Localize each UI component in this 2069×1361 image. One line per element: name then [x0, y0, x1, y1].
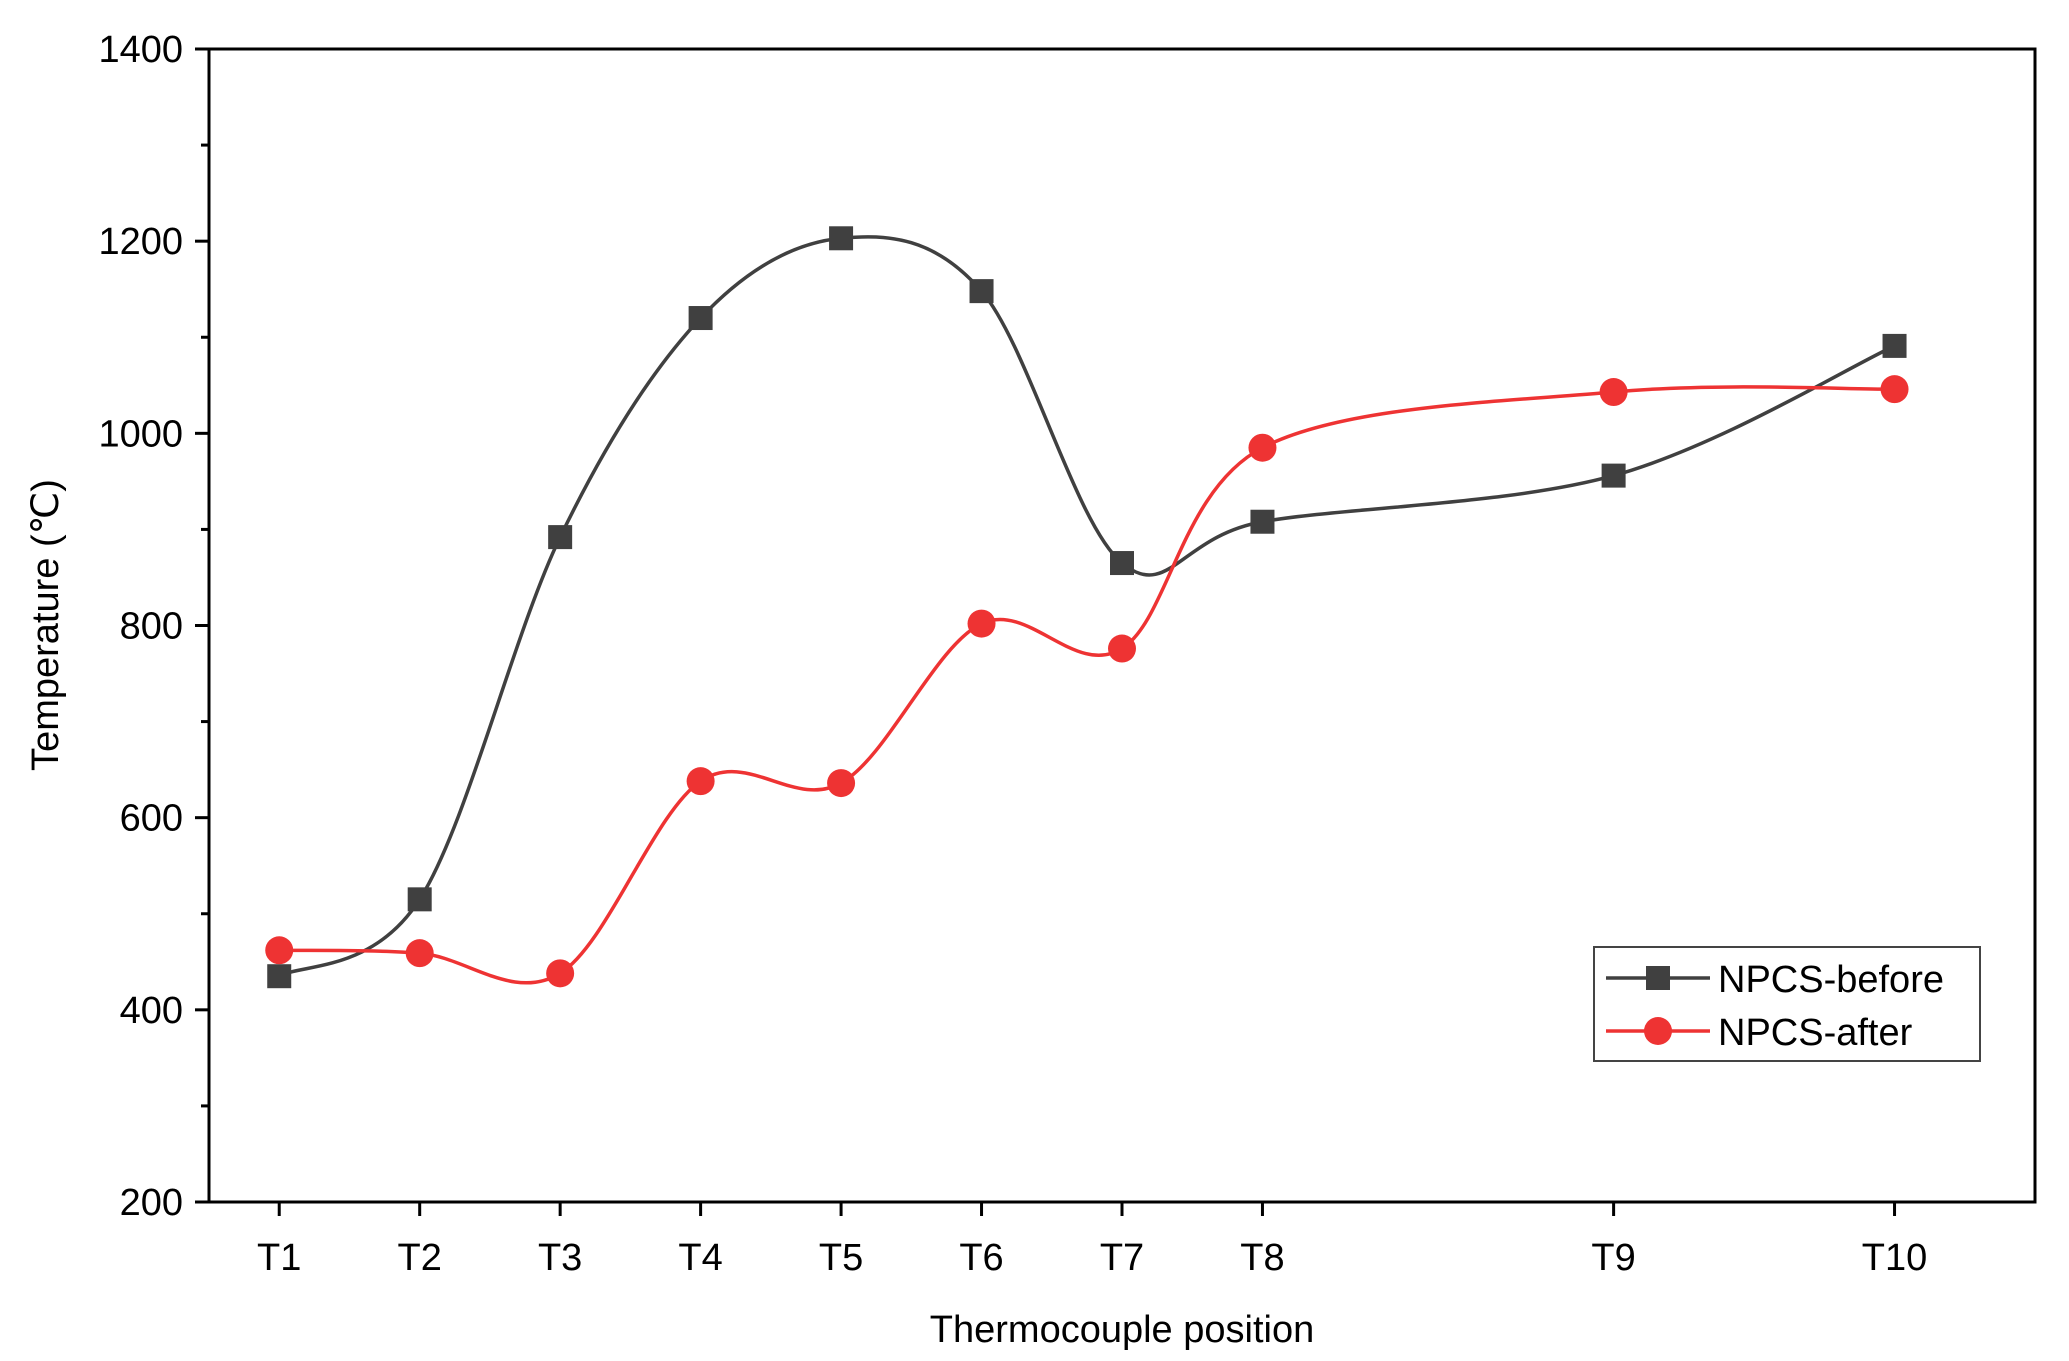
y-tick-label: 800	[120, 606, 183, 648]
data-point-npcs-before	[969, 279, 994, 304]
marks-layer	[265, 226, 1909, 989]
y-tick-label: 200	[120, 1182, 183, 1224]
axes-layer: 200 400 600 800 1000 1200 1400 T1 T2 T3 T4 T5 T6 T7 T8…	[98, 29, 1927, 1279]
x-tick-label: T5	[819, 1237, 863, 1279]
series-line-npcs-before	[278, 235, 1896, 978]
x-tick-label: T4	[678, 1237, 722, 1279]
y-tick-label: 1000	[98, 413, 183, 455]
x-tick-label: T2	[398, 1237, 442, 1279]
y-tick-label: 600	[120, 798, 183, 840]
data-point-npcs-after	[265, 936, 294, 965]
legend-marker-npcs-after	[1644, 1017, 1672, 1045]
y-axis-title: Temperature (℃)	[25, 479, 67, 771]
legend-label-npcs-before: NPCS-before	[1718, 959, 1944, 1001]
legend-marker-npcs-before	[1646, 966, 1670, 990]
x-tick-label: T10	[1862, 1237, 1927, 1279]
data-point-npcs-after	[546, 959, 575, 988]
y-tick-label: 1200	[98, 221, 183, 263]
x-tick-label: T8	[1240, 1237, 1284, 1279]
data-point-npcs-after	[405, 939, 434, 968]
series-npcs-before	[267, 226, 1907, 989]
data-point-npcs-after	[1248, 433, 1277, 462]
x-tick-label: T6	[959, 1237, 1003, 1279]
data-point-npcs-before	[267, 964, 292, 989]
data-point-npcs-before	[407, 887, 432, 912]
y-tick-label: 400	[120, 990, 183, 1032]
x-tick-label: T7	[1100, 1237, 1144, 1279]
data-point-npcs-before	[1110, 551, 1134, 576]
data-point-npcs-after	[967, 609, 996, 638]
data-point-npcs-before	[548, 525, 573, 550]
data-point-npcs-before	[1250, 509, 1275, 534]
data-point-npcs-after	[686, 767, 715, 796]
data-point-npcs-after	[1599, 378, 1628, 407]
legend-label-npcs-after: NPCS-after	[1718, 1012, 1913, 1054]
data-point-npcs-after	[1880, 375, 1909, 404]
legend: NPCS-before NPCS-after	[1593, 946, 1981, 1062]
data-point-npcs-before	[1601, 463, 1626, 488]
x-tick-label: T1	[257, 1237, 301, 1279]
data-point-npcs-before	[688, 306, 713, 331]
data-point-npcs-after	[1108, 634, 1136, 663]
x-tick-label: T9	[1591, 1237, 1635, 1279]
data-point-npcs-before	[829, 226, 854, 251]
legend-items: NPCS-before NPCS-after	[1606, 959, 1944, 1054]
series-npcs-after	[265, 375, 1909, 988]
data-point-npcs-after	[827, 769, 856, 798]
x-axis-title: Thermocouple position	[930, 1309, 1314, 1351]
data-point-npcs-before	[1882, 333, 1907, 358]
y-tick-label: 1400	[98, 29, 183, 71]
x-tick-label: T3	[538, 1237, 582, 1279]
